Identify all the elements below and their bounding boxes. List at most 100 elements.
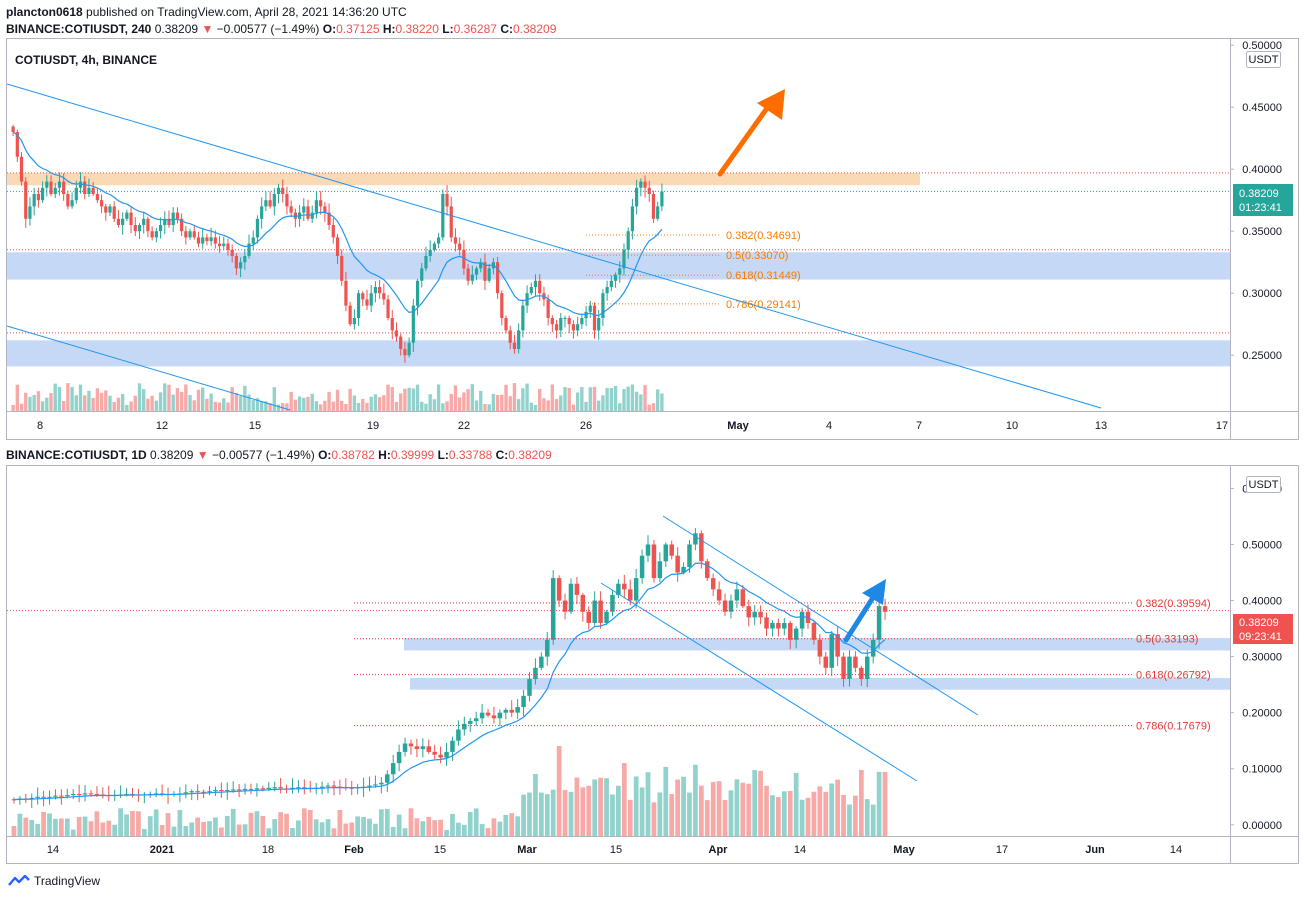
- currency-box-4h[interactable]: [1246, 51, 1281, 68]
- volume-bar: [314, 401, 319, 411]
- candle-body: [394, 330, 399, 337]
- volume-bar: [500, 394, 504, 411]
- candle-body: [57, 181, 62, 188]
- arrow-up-icon-head: [862, 579, 886, 605]
- volume-bar: [764, 785, 769, 836]
- candle-body: [647, 187, 651, 194]
- candle-body: [576, 324, 580, 331]
- symbol-label: BINANCE:COTIUSDT, 1D: [6, 448, 147, 462]
- volume-bar: [461, 824, 467, 836]
- volume-bar: [340, 400, 344, 411]
- fib-label: 0.618(0.31449): [726, 270, 801, 282]
- candle-body: [495, 262, 500, 294]
- volume-bar: [120, 394, 125, 411]
- volume-bar: [213, 817, 218, 836]
- volume-bar: [32, 395, 36, 411]
- candles: [11, 528, 888, 808]
- candle-body: [728, 600, 734, 612]
- candle-body: [390, 763, 396, 775]
- candle-body: [367, 785, 372, 787]
- volume-bar: [407, 387, 411, 411]
- candle-body: [167, 218, 171, 225]
- volume-bar: [550, 384, 555, 411]
- candle-body: [841, 656, 846, 680]
- chart-1d[interactable]: 0.600000.500000.400000.300000.200000.100…: [7, 483, 1282, 856]
- volume-bar: [171, 826, 177, 836]
- volume-bar: [563, 387, 567, 411]
- volume-bar: [323, 400, 327, 411]
- volume-bar: [462, 392, 466, 411]
- volume-bar: [23, 817, 29, 836]
- candle-body: [195, 791, 200, 793]
- volume-bar: [100, 822, 106, 836]
- x-tick-label: 15: [434, 844, 446, 856]
- volume-bar: [78, 384, 83, 411]
- chart-4h[interactable]: 0.50000 0.45000 0.40000 0.35000 0.30000 0.250…: [6, 40, 1282, 432]
- candle-body: [450, 740, 455, 752]
- volume-bar: [411, 388, 416, 411]
- candle-body: [175, 212, 180, 219]
- published-text: published on TradingView.com, April 28, …: [86, 5, 407, 19]
- candle-body: [515, 707, 520, 713]
- candle-body: [517, 330, 521, 349]
- volume-bar: [171, 394, 175, 411]
- volume-bar: [621, 763, 627, 836]
- volume-bar: [136, 811, 141, 836]
- candle-body: [403, 349, 407, 356]
- volume-bar: [297, 396, 302, 411]
- volume-bar: [11, 405, 15, 411]
- y-tick-label: 0.40000: [1242, 164, 1282, 176]
- candle-body: [379, 782, 384, 785]
- currency-box-1d[interactable]: [1246, 476, 1281, 493]
- volume-bar: [633, 776, 639, 836]
- y-tick-label: 0.30000: [1242, 652, 1282, 664]
- candle-body: [509, 709, 514, 713]
- candle-body: [829, 634, 834, 668]
- candle-body: [817, 639, 823, 657]
- candle-body: [710, 578, 716, 590]
- candle-body: [485, 712, 491, 716]
- candle-body: [787, 622, 793, 640]
- volume-bar: [647, 404, 651, 411]
- x-tick-label: 8: [37, 420, 43, 432]
- volume-bar: [165, 813, 171, 836]
- volume-bar: [367, 818, 372, 836]
- volume-bar: [508, 396, 512, 411]
- candle-body: [633, 578, 639, 601]
- candle-body: [782, 622, 787, 629]
- volume-bar: [609, 388, 614, 411]
- candle-body: [124, 793, 129, 795]
- candle-body: [219, 790, 224, 792]
- volume-bar: [626, 386, 630, 411]
- volume-bar: [479, 390, 483, 411]
- fib-label: 0.786(0.17679): [1136, 721, 1211, 733]
- volume-bar: [243, 385, 247, 411]
- candle-body: [656, 206, 660, 219]
- candle-body: [121, 218, 125, 225]
- candle-body: [521, 305, 525, 331]
- y-tick-label: 0.40000: [1242, 596, 1282, 608]
- candle-body: [266, 787, 272, 789]
- volume-bar: [538, 388, 542, 411]
- candle-body: [361, 293, 365, 300]
- sr-zone-orange: [7, 172, 920, 186]
- volume-bar: [70, 387, 74, 411]
- volume-bar: [787, 790, 793, 836]
- candle-body: [445, 194, 449, 207]
- candle-body: [83, 181, 87, 194]
- publisher-name[interactable]: plancton0618: [6, 5, 83, 19]
- volume-bar: [226, 402, 230, 411]
- tradingview-footer[interactable]: TradingView: [8, 874, 100, 888]
- candle-body: [639, 555, 645, 579]
- volume-bar: [634, 391, 639, 411]
- candle-body: [563, 318, 567, 319]
- volume-bar: [428, 394, 432, 411]
- candle-body: [373, 784, 378, 786]
- candle-body: [616, 583, 621, 595]
- candle-body: [382, 293, 386, 300]
- volume-bar: [296, 820, 301, 836]
- volume-bar: [487, 404, 491, 411]
- candle-body: [639, 181, 643, 188]
- candle-body: [588, 305, 592, 312]
